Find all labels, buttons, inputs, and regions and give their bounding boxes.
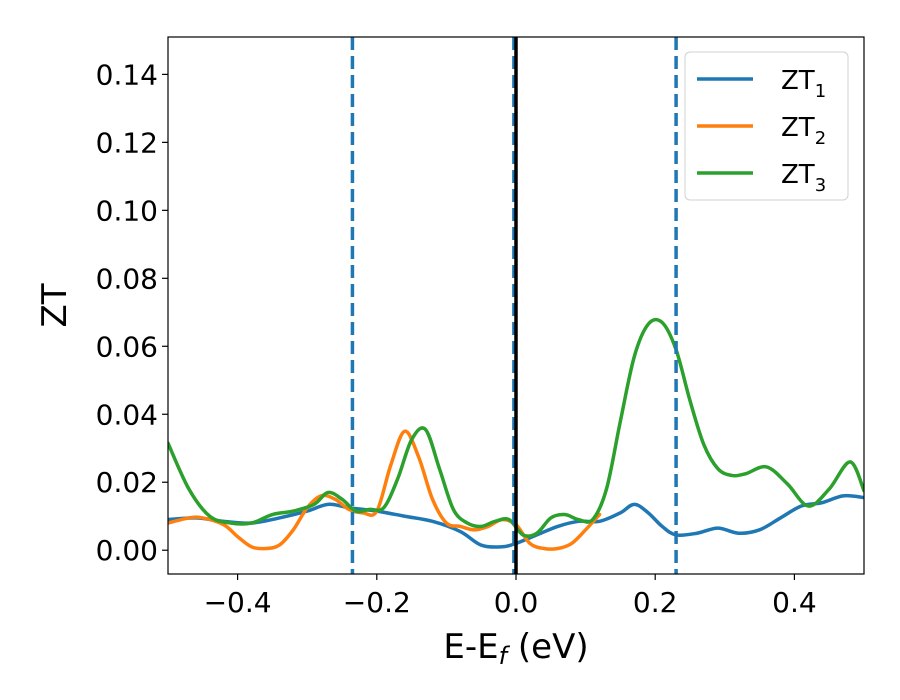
legend-box: [684, 51, 849, 201]
x-tick-label: 0.2: [633, 586, 678, 619]
y-tick-label: 0.14: [96, 58, 158, 91]
x-axis-label: E-Ef (eV): [443, 627, 588, 670]
x-ticks: −0.4 −0.2 0.0 0.2 0.4: [204, 574, 817, 619]
y-tick-label: 0.08: [96, 262, 158, 295]
vline-layer: [350, 37, 678, 574]
x-tick-label: −0.4: [204, 586, 272, 619]
y-tick-label: 0.04: [96, 398, 158, 431]
y-tick-label: 0.02: [96, 466, 158, 499]
x-tick-label: 0.4: [772, 586, 817, 619]
x-axis-label-rest: (eV): [507, 627, 589, 667]
y-tick-label: 0.10: [96, 194, 158, 227]
legend-label-zt3: ZT3: [781, 160, 826, 196]
series-line-zt1: [168, 493, 864, 549]
legend-label-zt2: ZT2: [781, 113, 826, 149]
x-tick-label: 0.0: [494, 586, 539, 619]
x-axis-label-main: E-E: [443, 627, 498, 667]
y-tick-label: 0.00: [96, 534, 158, 567]
y-tick-label: 0.12: [96, 126, 158, 159]
series-layer: [168, 317, 864, 551]
legend-label-zt1: ZT1: [781, 66, 826, 102]
legend: ZT1 ZT2 ZT3: [684, 51, 849, 201]
series-line-zt3: [168, 317, 864, 538]
series-line-zt2: [168, 429, 602, 551]
y-ticks: 0.00 0.02 0.04 0.06 0.08 0.10 0.12 0.14: [96, 58, 168, 567]
y-axis-label: ZT: [35, 283, 75, 327]
x-tick-label: −0.2: [343, 586, 411, 619]
y-tick-label: 0.06: [96, 330, 158, 363]
